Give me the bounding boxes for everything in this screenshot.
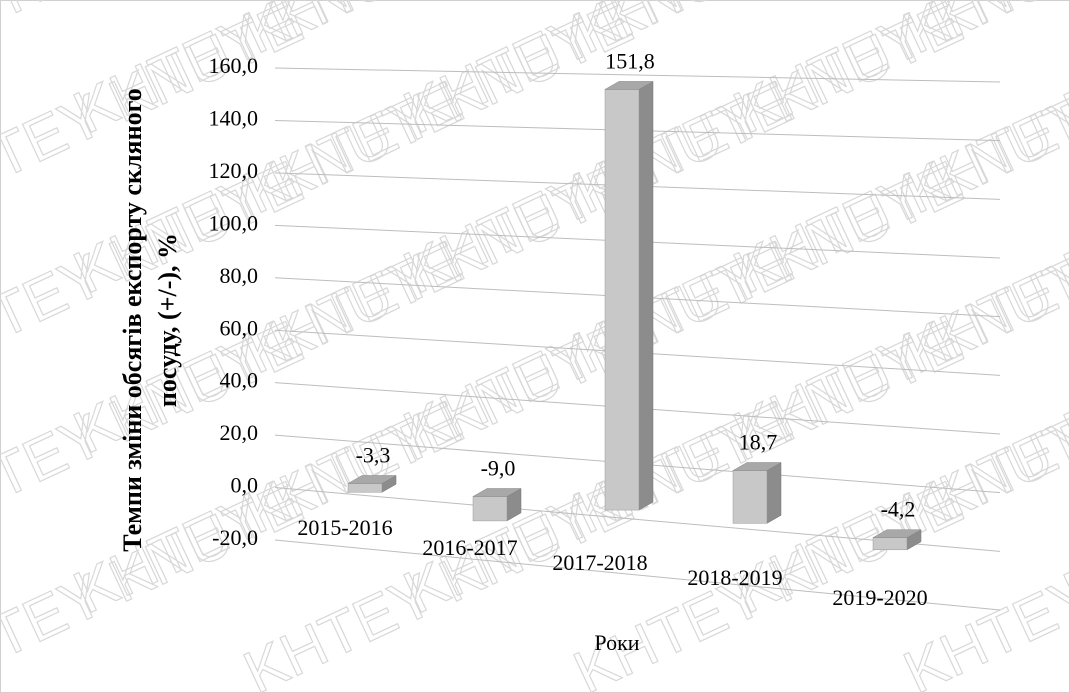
data-label: 18,7 <box>739 430 778 455</box>
bar-group: -3,3 2015-2016 <box>297 443 397 540</box>
bar <box>872 537 908 551</box>
bar <box>472 496 508 522</box>
bar <box>604 89 640 511</box>
y-tick-label: 140,0 <box>209 105 259 130</box>
x-tick-label: 2017-2018 <box>552 550 647 575</box>
bar-top <box>872 529 922 538</box>
y-tick-label: 60,0 <box>220 315 259 340</box>
bar-group: -4,2 2019-2020 <box>832 497 927 610</box>
data-label: -9,0 <box>481 456 516 481</box>
bar-top <box>472 488 522 497</box>
y-tick-label: 40,0 <box>220 368 259 393</box>
bar-group: -9,0 2016-2017 <box>422 456 522 560</box>
x-tick-label: 2019-2020 <box>832 585 927 610</box>
grid-line <box>274 539 1001 611</box>
bar-side <box>638 80 654 511</box>
bar-group: 151,8 2017-2018 <box>552 48 654 575</box>
x-tick-label: 2015-2016 <box>297 515 392 540</box>
bar-layer: -3,3 2015-2016 -9,0 2016-2017 151,8 2017-2018… <box>297 48 927 610</box>
bar-top <box>604 81 654 90</box>
bar <box>732 470 768 524</box>
y-tick-label: -20,0 <box>212 525 258 550</box>
x-tick-label: 2016-2017 <box>422 535 517 560</box>
y-tick-label: 0,0 <box>231 473 259 498</box>
bar-top <box>347 475 397 484</box>
grid-line <box>274 67 1001 83</box>
y-tick-label: 100,0 <box>209 210 259 235</box>
y-axis-title-line1: Темпи зміни обсягів експорту скляного <box>118 88 147 551</box>
bar-side <box>766 462 782 524</box>
data-label: -4,2 <box>881 497 916 522</box>
data-label: -3,3 <box>356 443 391 468</box>
data-label: 151,8 <box>605 48 655 73</box>
y-axis-title-line2: посуду, (+/-), % <box>153 233 182 407</box>
x-tick-label: 2018-2019 <box>687 565 782 590</box>
bar <box>347 483 383 493</box>
y-tick-label: 120,0 <box>209 158 259 183</box>
x-axis-title: Роки <box>594 630 639 655</box>
y-tick-label: 80,0 <box>220 263 259 288</box>
y-tick-label: 160,0 <box>209 53 259 78</box>
y-tick-label: 20,0 <box>220 420 259 445</box>
bar-group: 18,7 2018-2019 <box>687 430 782 591</box>
bar-top <box>732 462 782 471</box>
